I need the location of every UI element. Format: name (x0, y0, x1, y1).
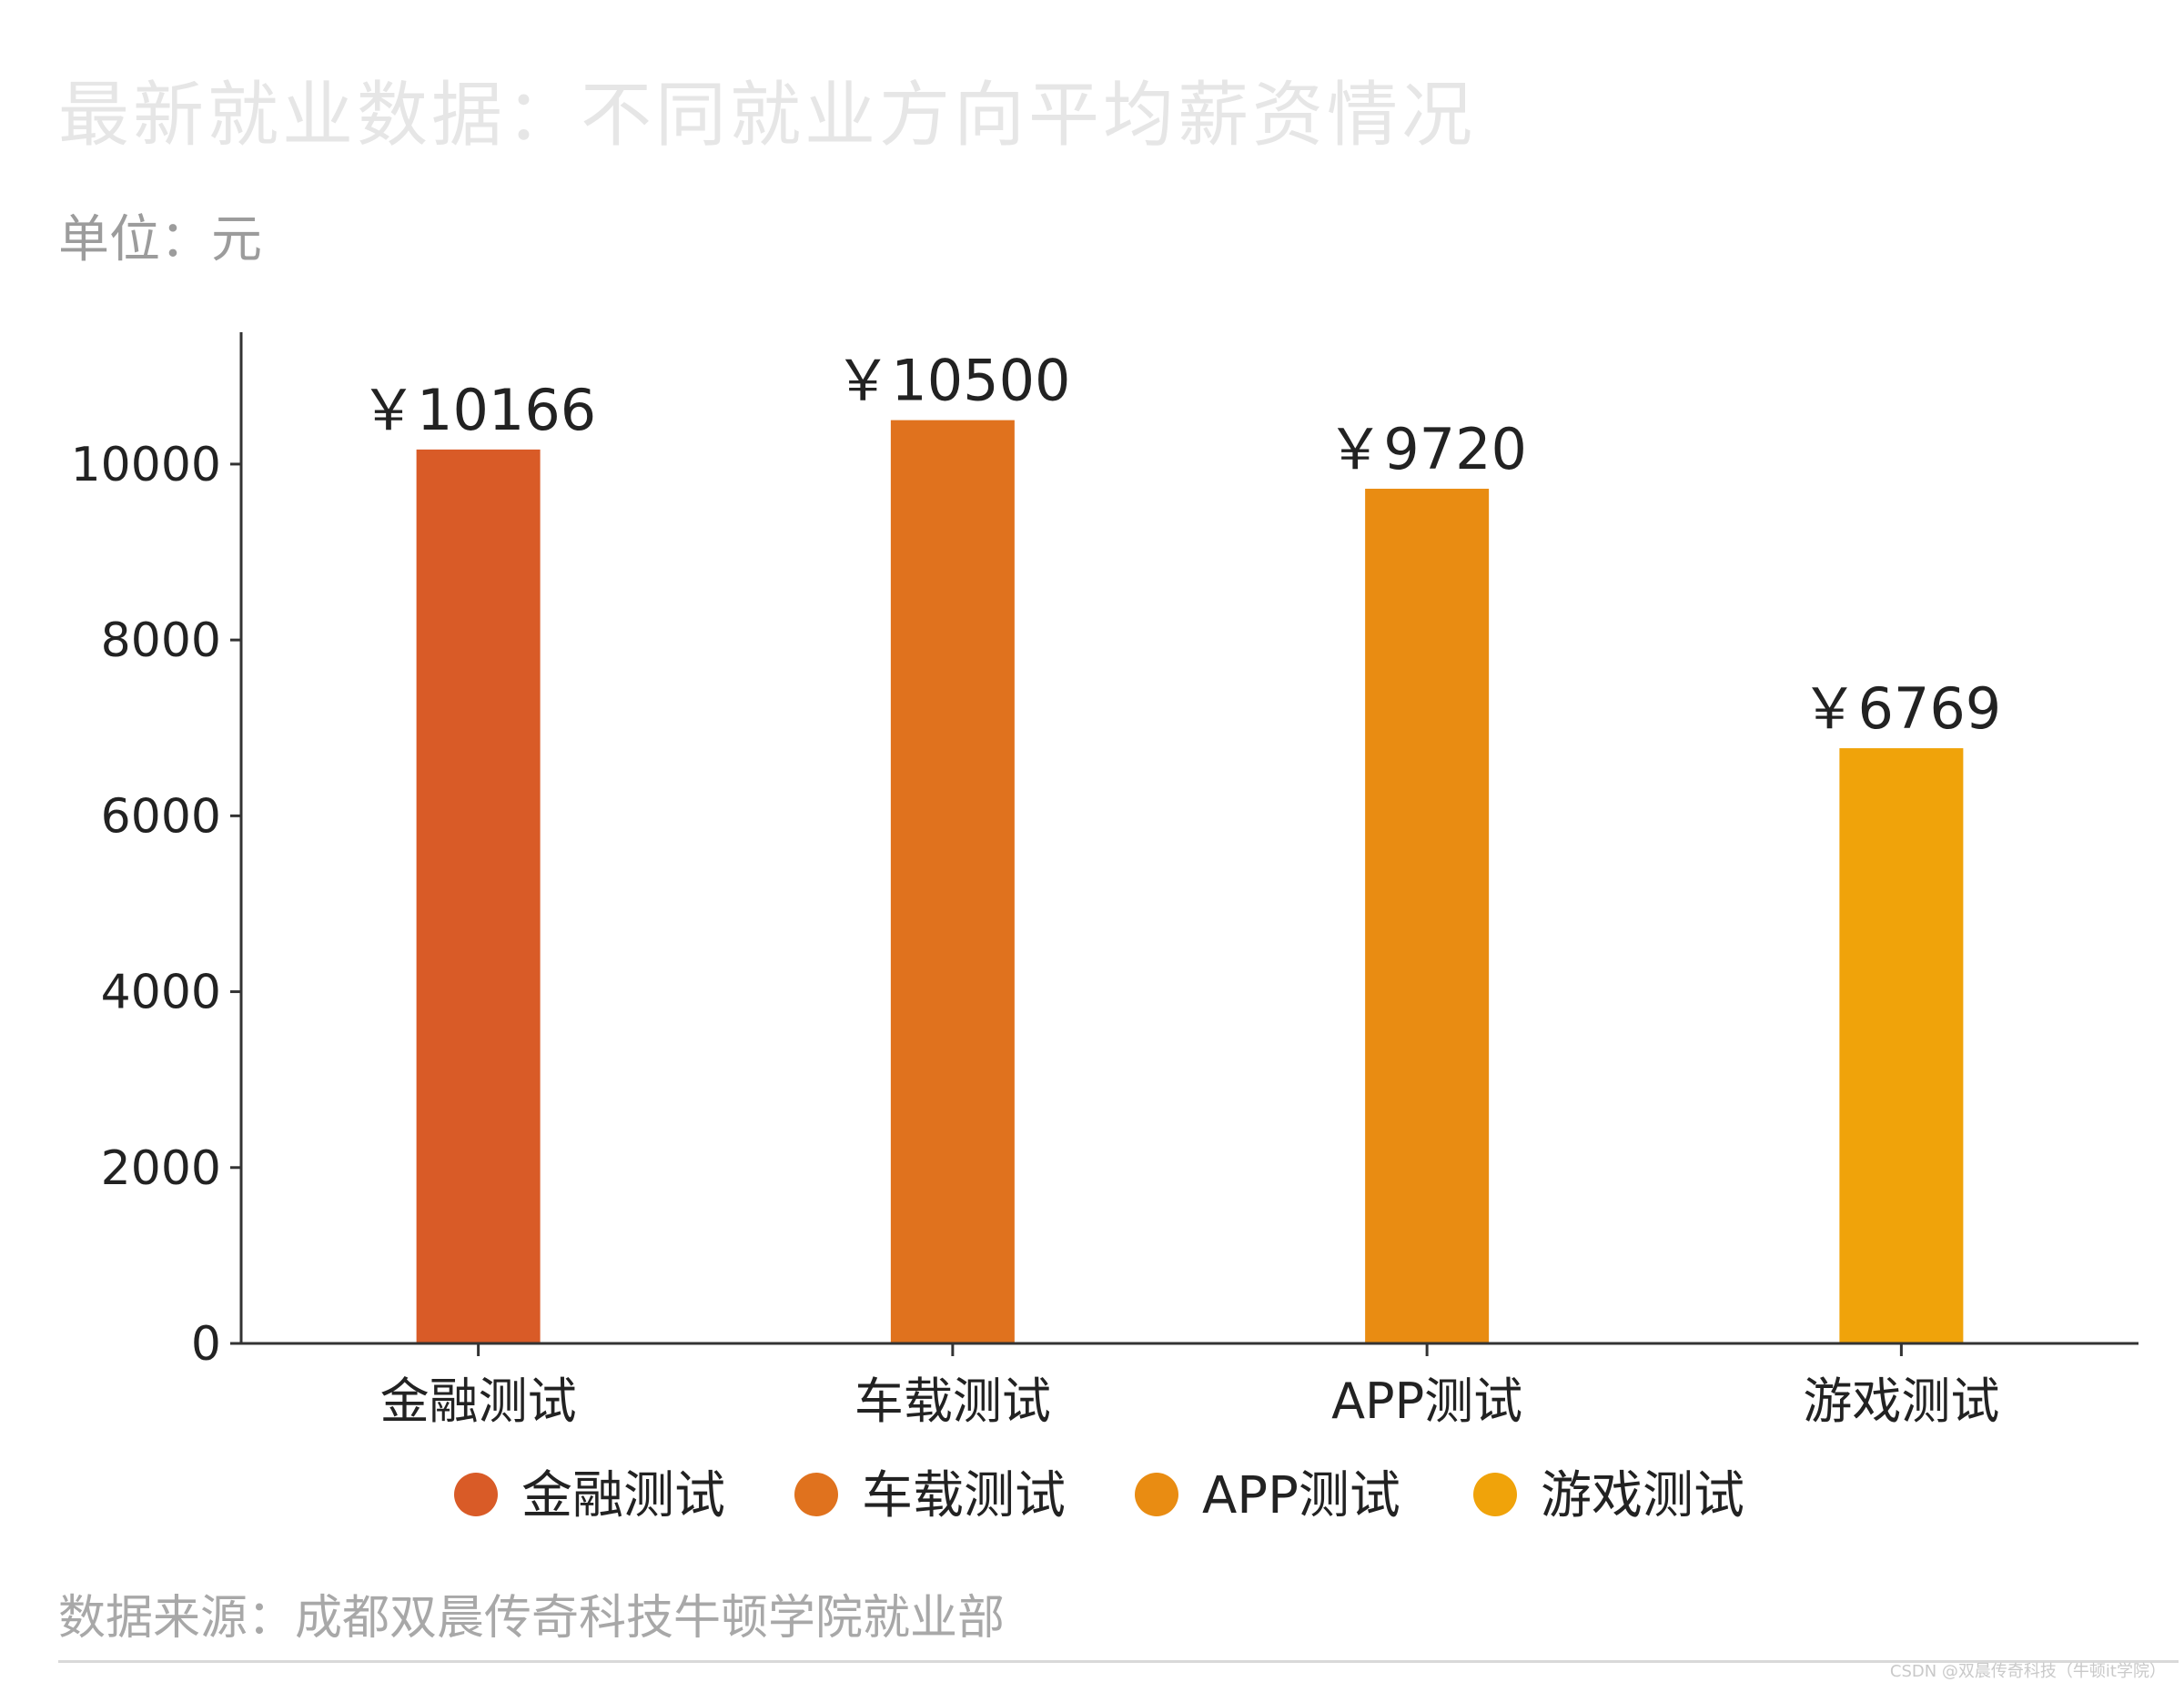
data-label-4: ￥6769 (1801, 675, 2001, 742)
bar-3 (1365, 488, 1490, 1343)
legend-label: 车载测试 (862, 1466, 1066, 1525)
legend-marker (454, 1473, 498, 1516)
x-axis: 金融测试 车载测试 APP测试 游戏测试 (241, 1342, 2138, 1430)
legend-marker (794, 1473, 838, 1516)
data-source: 数据来源：成都双晨传奇科技牛顿学院就业部 (58, 1591, 1006, 1646)
legend-label: 金融测试 (521, 1466, 725, 1525)
y-tick-label: 4000 (101, 966, 221, 1020)
bar-2 (890, 420, 1015, 1343)
x-tick-label: 金融测试 (380, 1373, 577, 1430)
data-label-2: ￥10500 (834, 348, 1070, 414)
y-tick-label: 6000 (101, 789, 221, 844)
y-tick-label: 2000 (101, 1141, 221, 1196)
chart-title: 最新就业数据：不同就业方向平均薪资情况 (58, 75, 1477, 157)
footer-divider (58, 1660, 2179, 1663)
data-label-3: ￥9720 (1327, 416, 1527, 482)
y-tick-label: 0 (191, 1317, 221, 1372)
watermark: CSDN @双晨传奇科技（牛顿it学院） (1889, 1662, 2166, 1681)
unit-label: 单位：元 (58, 210, 262, 269)
legend-label: APP测试 (1202, 1466, 1400, 1525)
data-label-1: ￥10166 (360, 377, 596, 443)
legend: 金融测试 车载测试 APP测试 游戏测试 (454, 1466, 1744, 1525)
bars-layer: ￥10166 ￥10500 ￥9720 ￥6769 (360, 348, 2001, 1344)
legend-label: 游戏测试 (1541, 1466, 1744, 1525)
bar-1 (416, 449, 541, 1344)
bar-4 (1839, 748, 1964, 1343)
y-tick-label: 8000 (101, 613, 221, 668)
legend-marker (1135, 1473, 1178, 1516)
x-tick-label: APP测试 (1331, 1373, 1522, 1430)
x-tick-label: 车载测试 (854, 1373, 1051, 1430)
y-tick-label: 10000 (71, 438, 221, 492)
y-axis: 0 2000 4000 6000 8000 10000 (71, 332, 243, 1372)
bar-chart: ￥10166 ￥10500 ￥9720 ￥6769 0 2000 4000 6000 8000… (71, 332, 2138, 1525)
x-tick-label: 游戏测试 (1803, 1373, 1999, 1430)
legend-marker (1473, 1473, 1517, 1516)
